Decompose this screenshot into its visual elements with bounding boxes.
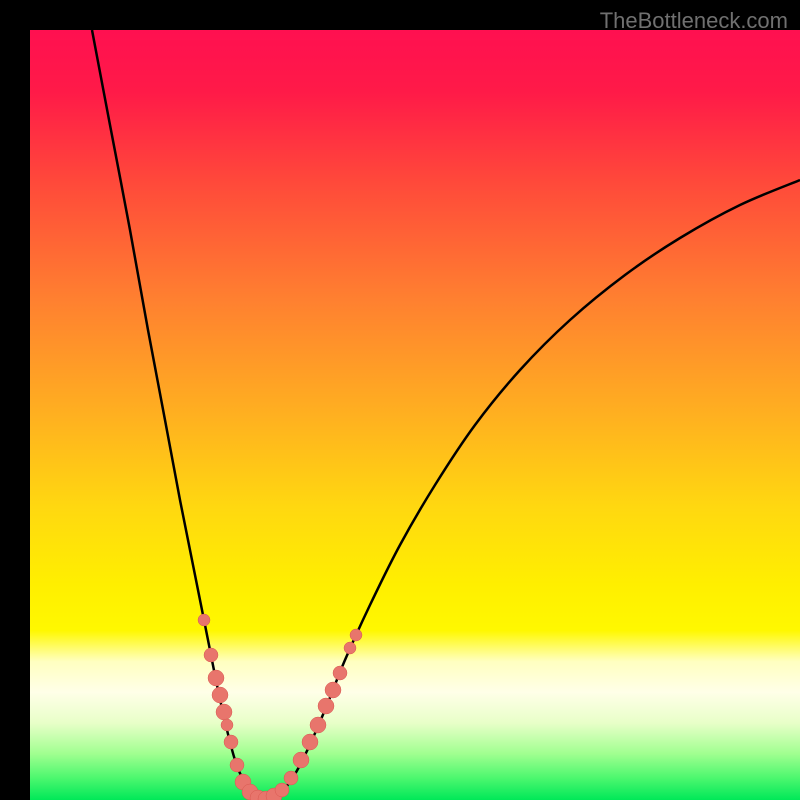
data-marker [293,752,309,768]
data-marker [198,614,210,626]
data-marker [310,717,326,733]
data-marker [224,735,238,749]
chart-area [30,30,800,800]
data-marker [344,642,356,654]
data-marker [275,783,289,797]
chart-container: TheBottleneck.com [0,0,800,800]
data-marker [204,648,218,662]
data-marker [284,771,298,785]
data-marker [318,698,334,714]
data-marker [208,670,224,686]
data-marker [230,758,244,772]
data-marker [216,704,232,720]
data-marker [212,687,228,703]
data-marker [325,682,341,698]
gradient-background [30,30,800,800]
data-marker [350,629,362,641]
data-marker [221,719,233,731]
data-marker [333,666,347,680]
watermark-label: TheBottleneck.com [600,8,788,34]
data-marker [302,734,318,750]
chart-svg [30,30,800,800]
